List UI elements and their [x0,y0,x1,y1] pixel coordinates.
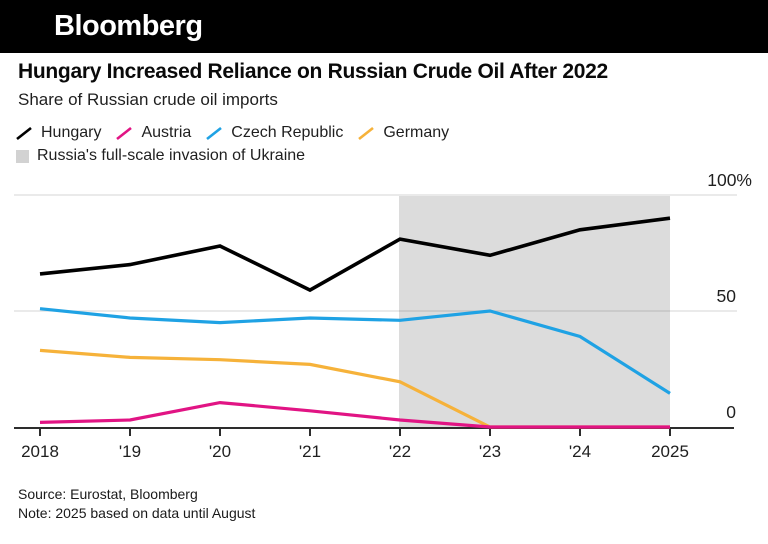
x-tick-label: '23 [479,442,501,461]
footer: Source: Eurostat, Bloomberg Note: 2025 b… [18,485,758,523]
x-tick-label: '21 [299,442,321,461]
series-line-austria [39,400,670,429]
legend-item-invasion-band: Russia's full-scale invasion of Ukraine [16,147,305,165]
legend-line-marker-icon [358,126,375,140]
x-tick-label: '24 [569,442,591,461]
y-tick-label: 50 [717,286,737,306]
legend-series-row: Hungary Austria Czech Republic Germany [16,123,756,143]
legend-line-marker-icon [116,126,133,140]
legend: Hungary Austria Czech Republic Germany Russ… [16,123,756,166]
legend-label: Czech Republic [231,124,344,141]
legend-item-austria: Austria [116,124,191,142]
invasion-period-band [399,196,670,427]
chart-title: Hungary Increased Reliance on Russian Cr… [18,60,608,83]
legend-label: Russia's full-scale invasion of Ukraine [37,147,306,164]
legend-label: Germany [383,124,450,141]
band-swatch-icon [16,149,29,163]
legend-item-germany: Germany [358,124,449,142]
bloomberg-top-bar: Bloomberg [0,0,768,53]
source-note: Source: Eurostat, Bloomberg [18,486,198,502]
legend-label: Hungary [41,124,102,141]
legend-item-czech-republic: Czech Republic [206,124,343,142]
y-tick-label: 100% [707,170,752,190]
x-tick-label: 2018 [21,442,59,461]
series-line-hungary [39,216,671,293]
legend-line-marker-icon [206,126,223,140]
x-tick-label: '22 [389,442,411,461]
x-tick-label: '20 [209,442,231,461]
data-note: Note: 2025 based on data until August [18,505,256,521]
legend-item-hungary: Hungary [16,124,101,142]
legend-label: Austria [141,124,192,141]
y-tick-label: 0 [726,402,736,422]
series-line-czech-republic [39,307,671,395]
legend-band-row: Russia's full-scale invasion of Ukraine [16,146,756,166]
x-tick-label: 2025 [651,442,689,461]
x-tick-label: '19 [119,442,141,461]
legend-line-marker-icon [16,126,32,140]
chart-subtitle: Share of Russian crude oil imports [18,90,278,109]
bloomberg-logo: Bloomberg [54,10,203,42]
